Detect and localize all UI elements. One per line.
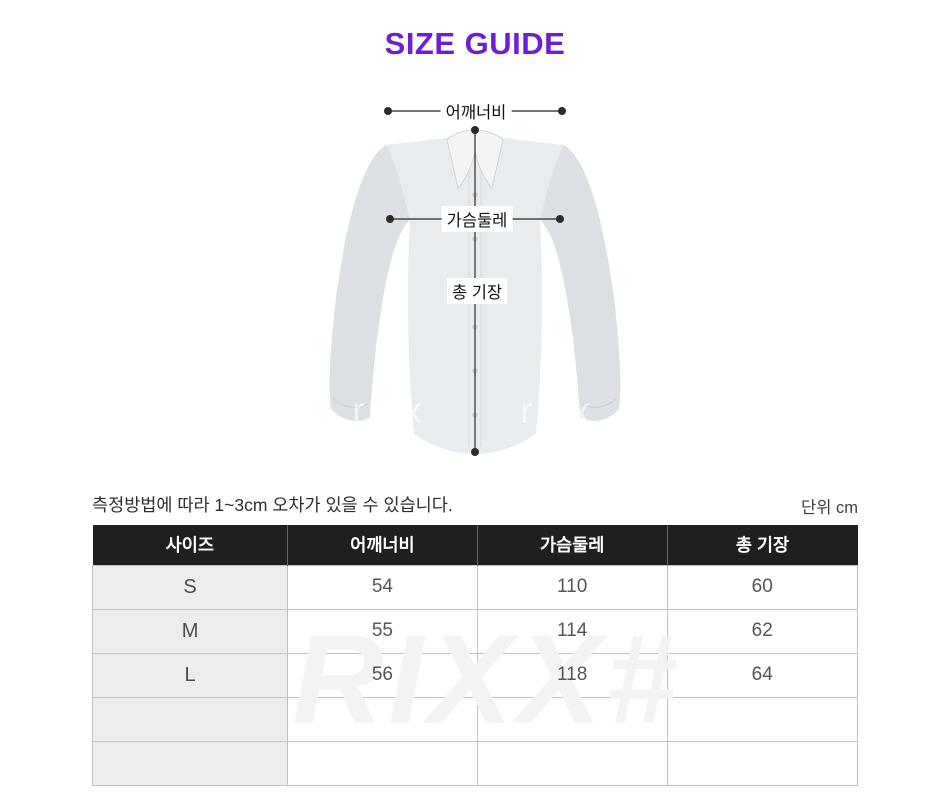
column-header-chest: 가슴둘레: [476, 525, 667, 565]
value-cell: 110: [476, 564, 668, 610]
chest-girth-label: 가슴둘레: [441, 206, 513, 232]
size-cell: [91, 696, 289, 742]
shirt-sleeve-right: [540, 145, 621, 421]
table-row: S 54 110 60: [91, 564, 858, 610]
value-cell: 64: [666, 652, 858, 698]
table-row: [91, 740, 858, 786]
table-row: M 55 114 62: [91, 608, 858, 654]
table-row: [91, 696, 858, 742]
size-cell: [91, 740, 289, 786]
unit-label: 단위 cm: [801, 499, 858, 517]
value-cell: [287, 740, 478, 786]
value-cell: [476, 696, 668, 742]
value-cell: 54: [287, 564, 478, 610]
total-length-label: 총 기장: [446, 278, 508, 304]
size-cell: L: [91, 652, 289, 698]
value-cell: [666, 740, 858, 786]
shirt-sleeve-left: [329, 145, 410, 421]
value-cell: 62: [666, 608, 858, 654]
value-cell: 60: [666, 564, 858, 610]
value-cell: [666, 696, 858, 742]
table-row: L 56 118 64: [91, 652, 858, 698]
shoulder-width-label: 어깨너비: [440, 98, 512, 124]
value-cell: 55: [287, 608, 478, 654]
value-cell: 118: [476, 652, 668, 698]
value-cell: 114: [476, 608, 668, 654]
page-title: SIZE GUIDE: [384, 26, 566, 61]
value-cell: [476, 740, 668, 786]
measure-dots: [384, 107, 566, 456]
column-header-shoulder: 어깨너비: [287, 525, 478, 565]
size-cell: M: [91, 608, 289, 654]
size-table: 사이즈 어깨너비 가슴둘레 총 기장 S 54 110 60 M 55 114 …: [91, 525, 858, 786]
size-cell: S: [91, 564, 289, 610]
column-header-size: 사이즈: [92, 525, 288, 565]
value-cell: 56: [287, 652, 478, 698]
value-cell: [287, 696, 478, 742]
column-header-length: 총 기장: [666, 525, 858, 565]
tolerance-note: 측정방법에 따라 1~3cm 오차가 있을 수 있습니다.: [92, 495, 453, 515]
table-header-row: 사이즈 어깨너비 가슴둘레 총 기장: [92, 525, 858, 565]
